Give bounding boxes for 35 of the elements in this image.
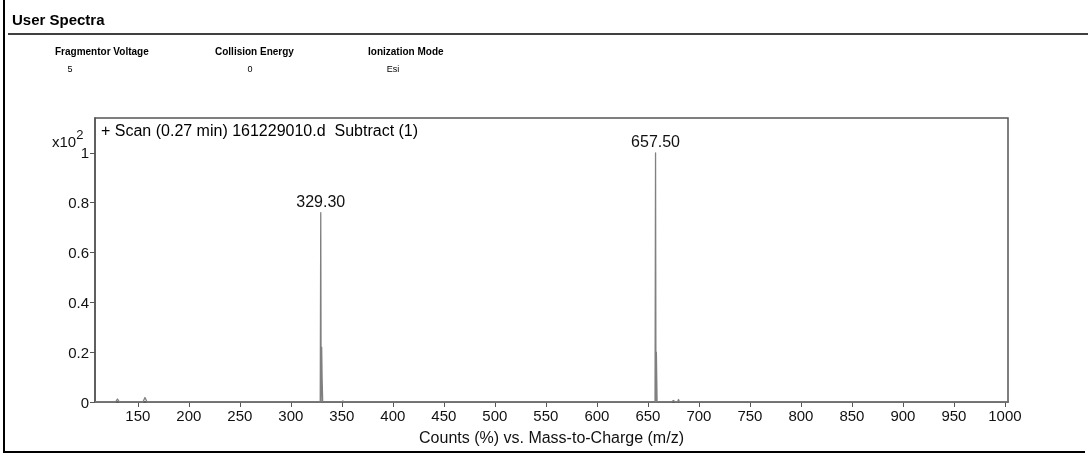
x-tick-label: 650: [635, 407, 661, 424]
x-tick-label: 1000: [988, 407, 1022, 424]
x-tick-label: 800: [788, 407, 814, 424]
x-axis-title: Counts (%) vs. Mass-to-Charge (m/z): [419, 428, 684, 446]
x-tick-label: 350: [329, 407, 355, 424]
text: 5: [67, 63, 73, 74]
x-tick-label: 900: [890, 407, 916, 424]
x-tick-label: 150: [125, 407, 151, 424]
y-tick-label: 1: [80, 144, 89, 162]
y-tick-label: 0.8: [68, 194, 89, 212]
x-tick-label: 300: [278, 407, 304, 424]
x-tick-label: 250: [227, 407, 253, 424]
text: Esi: [386, 63, 400, 74]
text: 0: [247, 63, 253, 74]
y-tick-label: 0.6: [68, 244, 89, 262]
x-tick-label: 500: [482, 407, 508, 424]
x-tick-label: 700: [686, 407, 712, 424]
x-tick-label: 850: [839, 407, 865, 424]
x-tick-label: 400: [380, 407, 406, 424]
chart-title: User Spectra: [12, 11, 106, 28]
x-tick-label: 450: [431, 407, 457, 424]
y-tick-label: 0.2: [68, 343, 89, 361]
y-tick-label: 0: [80, 393, 89, 411]
annotation: 657.50: [631, 133, 681, 151]
x-tick-label: 600: [584, 407, 610, 424]
x-tick-label: 550: [533, 407, 559, 424]
annotation: 329.30: [296, 193, 346, 211]
annotation: + Scan (0.27 min) 161229010.d Subtract (1): [101, 121, 419, 139]
text: Fragmentor Voltage: [55, 45, 150, 57]
text: Collision Energy: [215, 45, 295, 57]
x-tick-label: 200: [176, 407, 202, 424]
x-tick-label: 950: [941, 407, 967, 424]
text: Ionization Mode: [368, 45, 444, 57]
x-tick-label: 750: [737, 407, 763, 424]
y-tick-label: 0.4: [68, 293, 89, 311]
